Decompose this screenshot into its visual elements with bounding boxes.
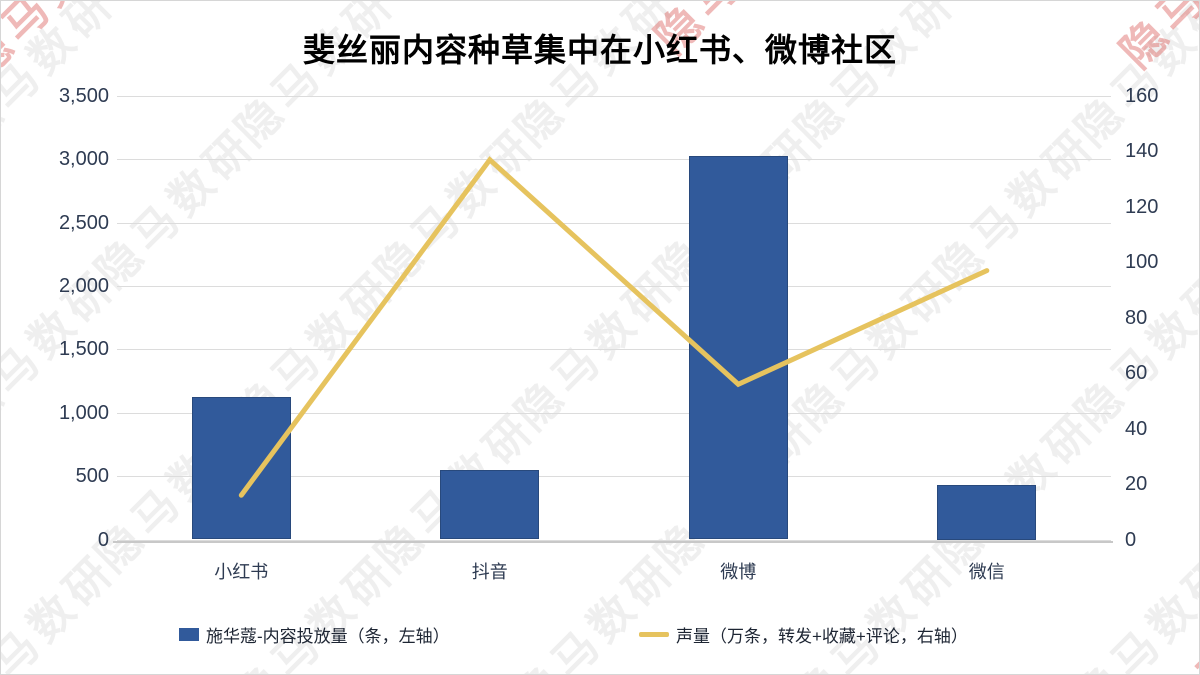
gridline	[117, 539, 1111, 541]
right-axis-tick: 80	[1125, 306, 1148, 329]
gridline	[117, 159, 1111, 161]
gridline	[117, 222, 1111, 224]
legend-line-label: 声量（万条，转发+收藏+评论，右轴）	[676, 626, 968, 646]
watermark-text: 隐马数研	[786, 544, 966, 675]
watermark-text: 隐马数研	[1066, 544, 1200, 675]
right-axis-tick: 100	[1125, 251, 1159, 274]
legend-bar-marker	[179, 627, 199, 641]
right-axis-tick: 60	[1125, 362, 1148, 385]
right-axis-tick: 20	[1125, 473, 1148, 496]
left-axis-tick: 1,000	[58, 401, 109, 424]
left-axis-tick: 2,500	[58, 211, 109, 234]
line-series	[238, 156, 990, 498]
watermark-text: 隐马数研	[0, 0, 126, 156]
category-label: 微信	[968, 562, 1005, 582]
bar-微博	[688, 156, 788, 540]
category-label: 微博	[720, 562, 757, 582]
left-axis-tick: 2,000	[58, 275, 109, 298]
chart-title: 斐丝丽内容种草集中在小红书、微博社区	[302, 32, 897, 68]
gridline	[117, 476, 1111, 478]
right-axis-tick: 140	[1125, 140, 1159, 163]
legend-item-bar-series: 施华蔻-内容投放量（条，左轴）	[179, 621, 450, 647]
legend-line-marker	[639, 631, 669, 637]
bar-小红书	[191, 396, 291, 540]
right-axis-tick: 160	[1125, 85, 1159, 107]
left-axis-tick: 500	[75, 465, 109, 488]
left-axis-tick: 0	[97, 528, 109, 551]
legend-item-line-series: 声量（万条，转发+收藏+评论，右轴）	[639, 621, 968, 647]
category-label: 小红书	[214, 562, 269, 582]
left-axis-tick: 1,500	[58, 338, 109, 361]
watermark-text: 隐马数研	[506, 544, 686, 675]
gridline	[117, 286, 1111, 288]
gridline	[117, 349, 1111, 351]
bar-微信	[937, 485, 1037, 540]
watermark-text: 隐马数研	[1151, 558, 1200, 675]
legend: 施华蔻-内容投放量（条，左轴） 声量（万条，转发+收藏+评论，右轴）	[1, 621, 1199, 651]
legend-bar-label: 施华蔻-内容投放量（条，左轴）	[206, 626, 450, 646]
x-axis-line	[113, 541, 1113, 543]
gridline	[117, 96, 1111, 97]
watermark-text: 隐马数研	[0, 544, 126, 675]
left-axis-tick: 3,000	[58, 148, 109, 171]
bar-抖音	[440, 470, 540, 540]
category-label: 抖音	[471, 562, 508, 582]
left-axis-tick: 3,500	[58, 85, 109, 107]
right-axis-tick: 40	[1125, 417, 1148, 440]
right-axis-tick: 120	[1125, 195, 1159, 218]
right-axis-tick: 0	[1125, 528, 1137, 551]
gridline	[117, 412, 1111, 414]
